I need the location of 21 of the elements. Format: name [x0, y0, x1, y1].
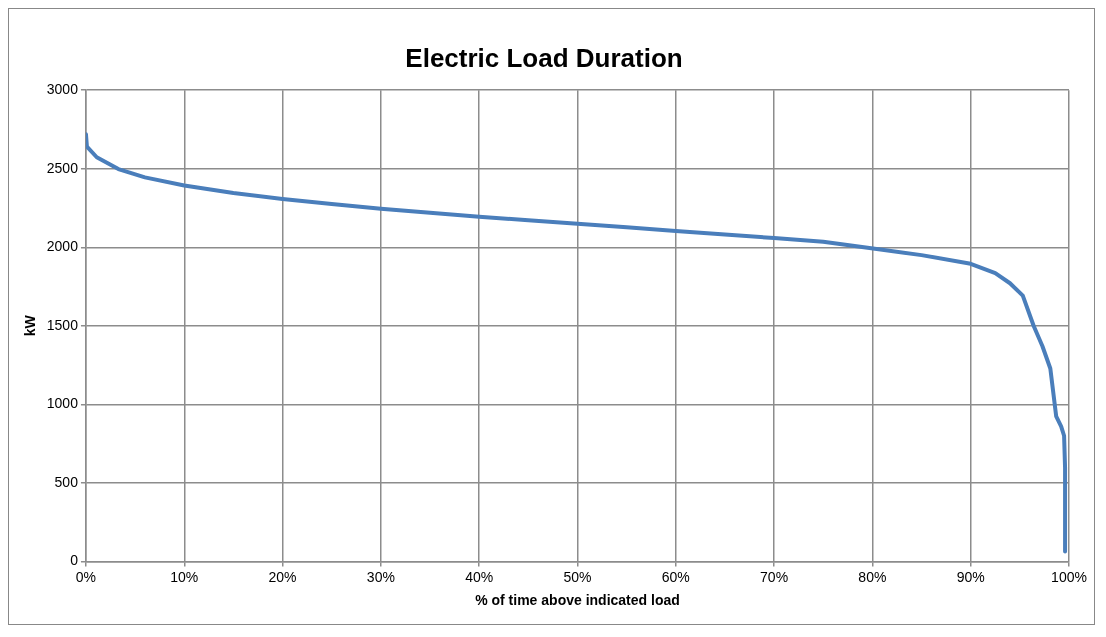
- x-tick-label: 70%: [760, 568, 789, 585]
- x-tick-label: 30%: [366, 568, 395, 585]
- x-tick-label: 40%: [465, 568, 494, 585]
- y-tick-label: 2000: [46, 238, 79, 255]
- y-tick-label: 500: [54, 473, 79, 490]
- x-tick-label: 60%: [661, 568, 690, 585]
- chart-title: Electric Load Duration: [405, 42, 683, 73]
- x-axis-title: % of time above indicated load: [475, 592, 680, 609]
- y-axis-title: kW: [22, 314, 39, 337]
- y-tick-label: 1500: [46, 316, 79, 333]
- y-tick-label: 2500: [46, 159, 79, 176]
- y-tick-label: 0: [70, 552, 79, 569]
- x-tick-label: 20%: [268, 568, 297, 585]
- x-tick-label: 10%: [170, 568, 199, 585]
- y-tick-label: 1000: [46, 395, 79, 412]
- x-tick-label: 80%: [858, 568, 887, 585]
- x-tick-label: 90%: [956, 568, 985, 585]
- x-tick-label: 0%: [75, 568, 97, 585]
- y-tick-label: 3000: [46, 81, 79, 98]
- x-tick-label: 100%: [1051, 568, 1087, 585]
- x-tick-label: 50%: [563, 568, 592, 585]
